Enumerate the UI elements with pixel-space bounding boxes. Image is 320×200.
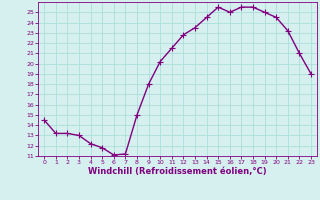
X-axis label: Windchill (Refroidissement éolien,°C): Windchill (Refroidissement éolien,°C) — [88, 167, 267, 176]
